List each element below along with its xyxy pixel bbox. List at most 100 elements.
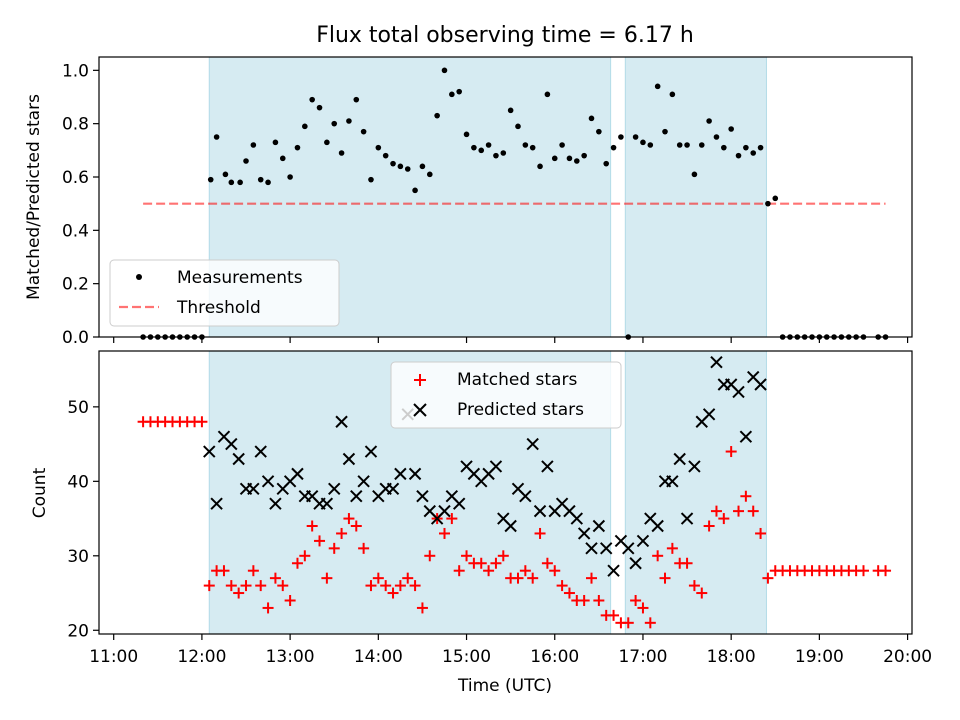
matched-stars-point	[321, 572, 333, 584]
predicted-stars-point	[599, 542, 613, 555]
matched-stars-point	[240, 580, 252, 592]
measurement-point	[603, 160, 610, 167]
matched-stars-point	[203, 580, 215, 592]
matched-stars-point	[534, 527, 546, 539]
matched-stars-point	[857, 565, 869, 577]
matched-stars-point	[733, 505, 745, 517]
matched-stars-point	[608, 609, 620, 621]
count-observing-window-2	[624, 350, 767, 635]
matched-stars-point	[247, 565, 259, 577]
measurement-point	[478, 147, 485, 154]
figure-title: Flux total observing time = 6.17 h	[316, 23, 694, 48]
x-axis-label: Time (UTC)	[457, 676, 552, 696]
predicted-stars-point	[585, 542, 598, 555]
measurement-point	[412, 187, 418, 194]
matched-stars-point	[409, 580, 421, 592]
xtick-label: 12:00	[177, 647, 226, 667]
matched-stars-point	[262, 602, 274, 614]
predicted-stars-point	[489, 460, 503, 473]
matched-stars-point	[394, 580, 406, 592]
matched-stars-point	[578, 594, 590, 606]
xtick-label: 17:00	[618, 647, 667, 667]
legend-measurements-marker	[136, 274, 142, 280]
predicted-stars-point	[269, 497, 282, 510]
xtick-label: 20:00	[883, 647, 932, 667]
ratio-ytick-label: 1.0	[62, 61, 89, 81]
predicted-stars-point	[688, 460, 701, 473]
measurement-point	[243, 158, 249, 164]
measurement-point	[765, 200, 771, 207]
measurement-point	[404, 166, 411, 172]
predicted-stars-point	[629, 557, 642, 570]
measurement-point	[265, 179, 271, 186]
predicted-stars-point	[328, 482, 341, 495]
measurement-point	[302, 123, 308, 130]
matched-stars-point	[416, 602, 428, 614]
matched-stars-point	[527, 572, 539, 584]
measurement-point	[368, 176, 374, 183]
measurement-point	[551, 155, 558, 162]
matched-stars-point	[475, 557, 487, 569]
matched-stars-point	[365, 580, 377, 592]
count-ylabel: Count	[30, 467, 50, 518]
measurement-point	[272, 139, 279, 146]
measurement-point	[434, 112, 440, 119]
measurement-point	[522, 142, 529, 148]
measurement-point	[772, 195, 779, 202]
matched-stars-point	[637, 602, 649, 614]
predicted-stars-point	[666, 475, 679, 488]
measurement-point	[493, 152, 499, 159]
matched-stars-point	[453, 565, 465, 577]
matched-stars-point	[387, 587, 399, 599]
measurement-point	[515, 123, 521, 130]
predicted-stars-point	[702, 408, 716, 421]
count-legend-box	[390, 361, 622, 429]
measurement-point	[500, 150, 507, 156]
predicted-stars-point	[247, 482, 260, 495]
matched-stars-point	[314, 535, 326, 547]
measurement-point	[588, 115, 595, 122]
count-axes: 20 30 40 50 11:00 12:00 13:00 14:00 15:00 16:00 1…	[30, 350, 932, 696]
ratio-observing-window-2	[624, 56, 767, 338]
predicted-stars-point	[710, 355, 723, 369]
matched-stars-point	[255, 580, 267, 592]
matched-stars-point	[762, 572, 774, 584]
predicted-stars-point	[225, 437, 238, 451]
measurement-point	[237, 179, 243, 186]
measurement-point	[331, 120, 338, 127]
predicted-stars-point	[394, 467, 407, 481]
predicted-stars-point	[607, 564, 620, 577]
predicted-stars-point	[232, 452, 245, 466]
measurement-point	[757, 144, 764, 151]
measurement-point	[207, 176, 214, 183]
matched-stars-point	[490, 557, 502, 569]
predicted-stars-point	[261, 475, 275, 488]
matched-stars-point	[438, 527, 450, 539]
xtick-label: 16:00	[530, 647, 579, 667]
measurement-point	[640, 139, 646, 146]
measurement-point	[743, 144, 749, 151]
count-ytick-label: 50	[67, 398, 89, 418]
predicted-stars-point	[541, 460, 554, 473]
matched-stars-point	[541, 557, 553, 569]
matched-stars-point	[299, 550, 311, 562]
matched-stars-point	[372, 572, 384, 584]
matched-stars-point	[350, 520, 362, 532]
measurement-point	[610, 144, 617, 151]
measurement-point	[728, 126, 734, 132]
measurement-point	[529, 144, 536, 151]
measurement-point	[250, 142, 257, 148]
matched-stars-point	[696, 587, 708, 599]
measurement-point	[735, 152, 742, 159]
ratio-legend-box	[109, 259, 340, 327]
measurement-point	[750, 150, 757, 156]
predicted-stars-point	[533, 504, 547, 518]
measurement-point	[537, 163, 543, 170]
xtick-label: 15:00	[442, 647, 491, 667]
measurement-point	[574, 158, 580, 164]
predicted-stars-point	[291, 467, 304, 481]
predicted-stars-point	[342, 452, 356, 466]
measurement-point	[338, 150, 345, 156]
predicted-stars-point	[519, 490, 532, 503]
measurement-point	[390, 160, 396, 167]
